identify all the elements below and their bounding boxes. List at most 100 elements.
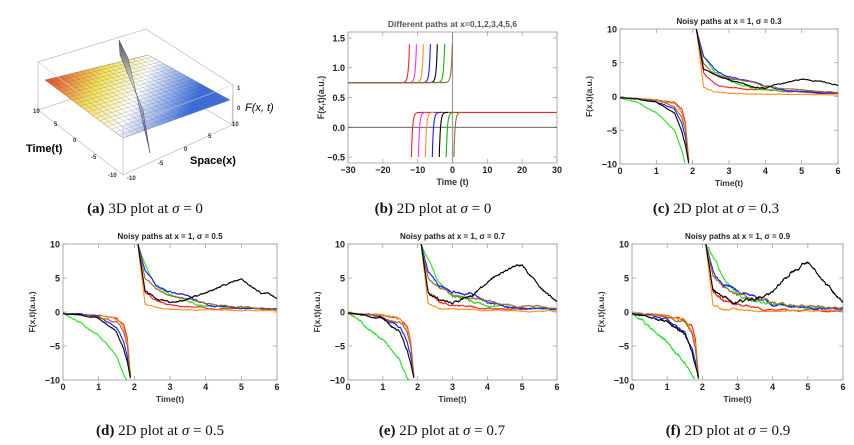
noisy-path-post xyxy=(420,244,557,311)
y-axis-label: F(x,t)(a.u.) xyxy=(312,291,322,332)
noisy-path-pre xyxy=(348,312,415,377)
noisy-path-post xyxy=(137,244,277,311)
noisy-path-post xyxy=(695,29,838,95)
y-tick-label: 0.5 xyxy=(332,93,345,103)
x-tick-label: 6 xyxy=(840,382,845,392)
grid-line xyxy=(137,57,220,104)
x-tick-label: 2 xyxy=(415,382,420,392)
series-line-lower xyxy=(417,111,427,158)
x-axis-label: Time (t) xyxy=(436,177,468,187)
x-tick-label: 3 xyxy=(450,382,455,392)
y-axis-label: Time(t) xyxy=(26,143,63,155)
spike-ridge xyxy=(118,39,151,154)
x-tick-label: 1 xyxy=(380,382,385,392)
noisy-path-post xyxy=(420,244,557,313)
z-tick-label: 0 xyxy=(237,106,241,112)
noisy-path-pre xyxy=(632,313,700,378)
series-line-lower xyxy=(438,111,448,158)
y-tick-label: 10 xyxy=(33,109,40,115)
y-tick-label: −5 xyxy=(619,342,629,352)
noisy-path-post xyxy=(420,244,557,310)
series-line-upper xyxy=(348,44,438,84)
x-tick-label: 3 xyxy=(726,166,731,176)
y-tick-label: −5 xyxy=(607,126,617,136)
y-tick-label: 0 xyxy=(340,308,345,318)
y-tick-label: 0 xyxy=(55,308,60,318)
y-tick-label: 1.5 xyxy=(332,33,345,43)
grid-line xyxy=(107,90,214,127)
noisy-path-pre xyxy=(620,97,690,161)
plot-frame xyxy=(619,28,839,165)
x-tick-label: 6 xyxy=(835,166,840,176)
y-tick-label: 5 xyxy=(624,274,629,284)
y-tick-label: 10 xyxy=(335,240,345,250)
x-axis-label: Time(t) xyxy=(438,394,466,404)
y-tick-label: −10 xyxy=(330,376,345,386)
caption-e: (e) 2D plot at σ = 0.7 xyxy=(378,423,506,439)
x-tick-label: −30 xyxy=(340,165,355,175)
noisy-path-post xyxy=(420,244,557,305)
series-line-upper xyxy=(348,44,431,84)
y-axis-label: F(x,t)(a.u.) xyxy=(584,76,594,117)
noisy-path-post xyxy=(137,244,277,312)
grid-line xyxy=(91,81,198,115)
x-tick-label: 5 xyxy=(799,166,804,176)
noisy-path-pre xyxy=(632,312,696,379)
x-tick-label: −10 xyxy=(410,165,425,175)
noisy-path-post xyxy=(705,244,843,311)
noisy-path-post xyxy=(137,244,277,310)
grid-line xyxy=(87,79,194,113)
noisy-path-pre xyxy=(348,312,415,378)
x-tick-label: 3 xyxy=(167,382,172,392)
chart-title: Noisy paths at x = 1, σ = 0.3 xyxy=(676,17,782,26)
x-tick-label: 4 xyxy=(770,382,775,392)
grid-line xyxy=(132,58,215,106)
noisy-path-post xyxy=(705,244,843,313)
chart-f: 0 1 2 3 4 5 6 −10 −5 0 5 10 Noisy paths at x = 1, σ … xyxy=(596,232,846,404)
noisy-path-pre xyxy=(63,312,131,379)
chart-title: Different paths at x=0,1,2,3,4,5,6 xyxy=(388,19,517,29)
box-edge xyxy=(37,61,124,128)
series-line-lower xyxy=(453,111,463,158)
grid-line xyxy=(142,56,225,103)
caption-f: (f) 2D plot at σ = 0.9 xyxy=(665,423,791,439)
x-tick-label: 6 xyxy=(554,382,559,392)
series-line-lower xyxy=(424,111,434,158)
box-edge xyxy=(122,84,234,128)
plot-frame xyxy=(631,243,844,381)
x-tick-label: 5 xyxy=(239,382,244,392)
y-tick-label: 5 xyxy=(54,122,58,128)
y-axis-label: F(x,t)(a.u.) xyxy=(27,291,37,332)
grid-line xyxy=(83,77,190,110)
x-tick-label: 5 xyxy=(208,134,212,140)
noisy-path-post xyxy=(137,244,277,310)
x-tick-label: 10 xyxy=(232,122,239,128)
noisy-path-pre xyxy=(620,97,690,164)
x-tick-label: 1 xyxy=(96,382,101,392)
x-tick-label: 2 xyxy=(690,166,695,176)
box-front xyxy=(37,84,234,176)
y-axis-label: F(x,t)(a.u.) xyxy=(316,76,326,120)
x-axis-label: Time(t) xyxy=(156,394,184,404)
x-tick-label: 20 xyxy=(517,165,527,175)
grid-line xyxy=(111,63,193,114)
x-tick-label: -5 xyxy=(158,161,164,167)
y-tick-label: 0 xyxy=(612,92,617,102)
y-tick-label: 10 xyxy=(50,240,60,250)
grid-line xyxy=(106,64,188,116)
plot-frame xyxy=(62,243,278,381)
noisy-path-post xyxy=(137,244,277,304)
y-tick-label: −10 xyxy=(45,376,60,386)
y-tick-label: 5 xyxy=(340,274,345,284)
z-axis-label: F(x, t) xyxy=(245,102,274,114)
x-tick-label: 0 xyxy=(184,147,188,153)
caption-b: (b) 2D plot at σ = 0 xyxy=(374,201,492,217)
x-tick-label: 0 xyxy=(345,382,350,392)
x-tick-label: 3 xyxy=(735,382,740,392)
noisy-path-post xyxy=(705,244,843,305)
x-tick-label: 0 xyxy=(629,382,634,392)
noisy-path-pre xyxy=(348,313,410,380)
caption-d: (d) 2D plot at σ = 0.5 xyxy=(96,423,224,439)
